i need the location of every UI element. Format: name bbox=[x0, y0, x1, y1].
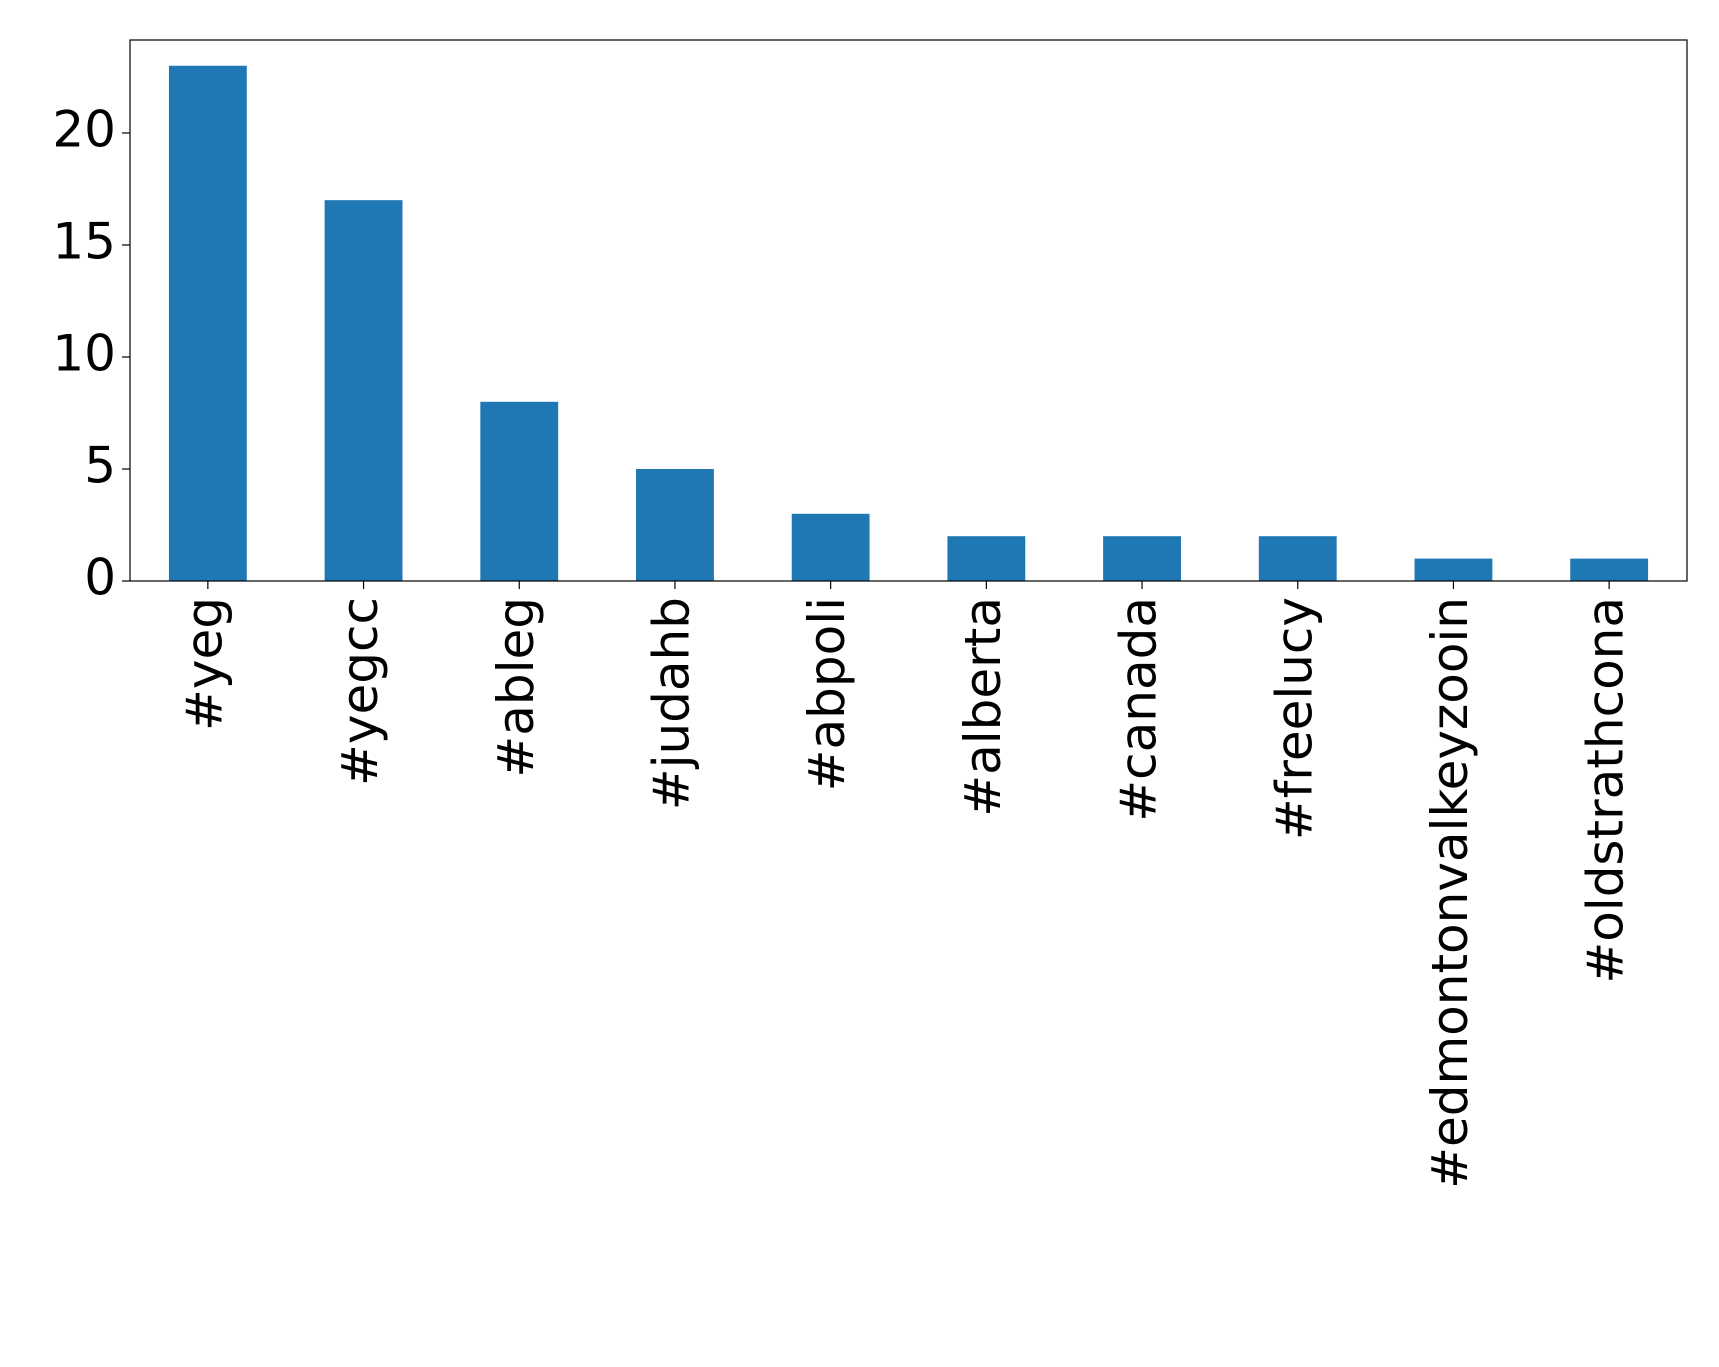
y-tick-label: 20 bbox=[52, 100, 116, 158]
x-tick-label: #yegcc bbox=[331, 597, 389, 786]
bar bbox=[1414, 558, 1493, 581]
bar bbox=[791, 513, 870, 581]
y-tick-label: 10 bbox=[52, 324, 116, 382]
bar bbox=[1570, 558, 1649, 581]
x-tick-label: #ableg bbox=[487, 597, 545, 778]
y-tick-label: 5 bbox=[84, 436, 116, 494]
x-tick-label: #edmontonvalkeyzooin bbox=[1421, 597, 1479, 1189]
x-tick-label: #canada bbox=[1110, 597, 1168, 822]
bar bbox=[947, 536, 1026, 581]
x-tick-label: #alberta bbox=[954, 597, 1012, 817]
x-tick-label: #oldstrathcona bbox=[1577, 597, 1635, 984]
x-tick-label: #yeg bbox=[175, 597, 233, 731]
x-tick-label: #judahb bbox=[642, 597, 700, 810]
y-tick-label: 15 bbox=[52, 212, 116, 270]
x-tick-label: #abpoli bbox=[798, 597, 856, 791]
bar bbox=[1258, 536, 1337, 581]
bar bbox=[324, 200, 403, 581]
bar bbox=[1103, 536, 1181, 581]
bar bbox=[636, 468, 714, 581]
x-tick-label: #freelucy bbox=[1265, 597, 1323, 840]
bar bbox=[480, 401, 559, 581]
axes-frame bbox=[129, 39, 1688, 582]
bar bbox=[168, 65, 247, 581]
y-tick-label: 0 bbox=[84, 549, 116, 607]
